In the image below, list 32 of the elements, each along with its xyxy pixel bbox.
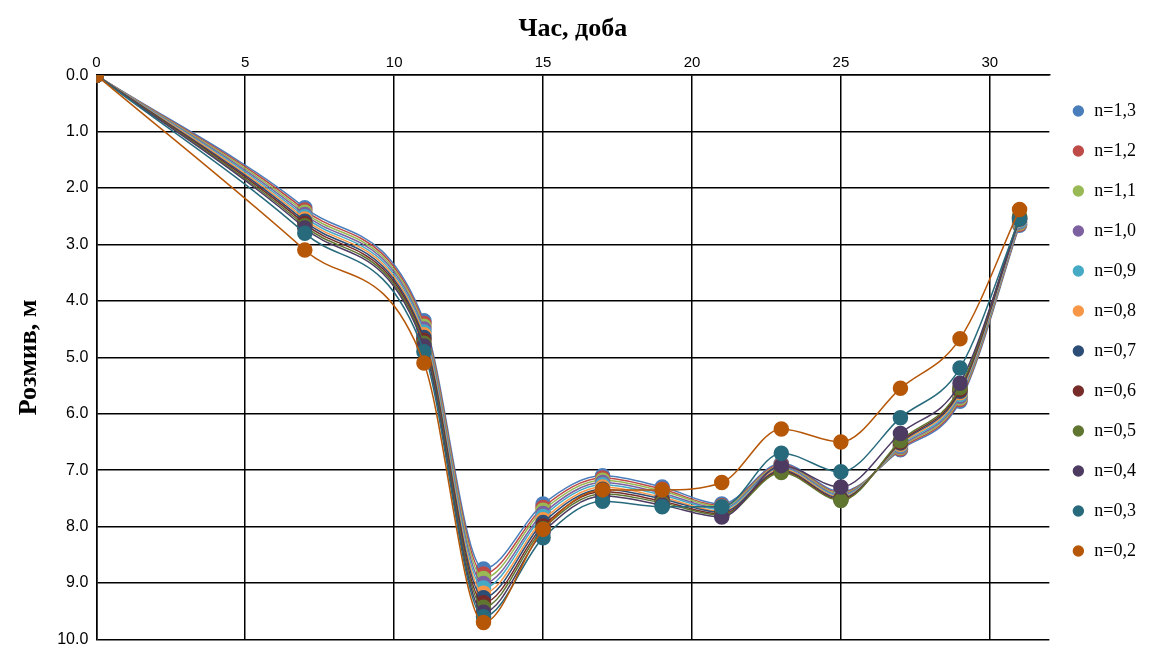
legend-label: n=0,6 xyxy=(1094,379,1136,400)
legend-label: n=0,2 xyxy=(1094,539,1136,560)
y-tick-label: 10.0 xyxy=(57,629,89,647)
y-axis-title: Розмив, м xyxy=(13,299,43,416)
x-tick-label: 0 xyxy=(92,53,101,71)
x-axis-title: Час, доба xyxy=(518,13,628,43)
y-tick-label: 2.0 xyxy=(66,178,89,196)
x-tick-label: 15 xyxy=(534,53,552,71)
y-tick-label: 5.0 xyxy=(66,347,89,365)
x-tick-label: 25 xyxy=(832,53,850,71)
y-tick-label: 3.0 xyxy=(66,234,89,252)
y-tick-label: 6.0 xyxy=(66,404,89,422)
legend-label: n=1,0 xyxy=(1094,219,1136,240)
legend-label: n=1,2 xyxy=(1094,139,1136,160)
y-tick-label: 1.0 xyxy=(66,122,89,140)
legend-label: n=1,3 xyxy=(1094,99,1136,120)
y-tick-label: 9.0 xyxy=(66,573,89,591)
x-tick-label: 10 xyxy=(385,53,403,71)
legend-label: n=1,1 xyxy=(1094,179,1136,200)
x-tick-label: 30 xyxy=(981,53,999,71)
legend-label: n=0,3 xyxy=(1094,499,1136,520)
legend-label: n=0,5 xyxy=(1094,419,1136,440)
x-tick-label: 20 xyxy=(683,53,701,71)
y-tick-label: 8.0 xyxy=(66,516,89,534)
legend-label: n=0,8 xyxy=(1094,299,1136,320)
y-tick-label: 4.0 xyxy=(66,291,89,309)
legend-label: n=0,7 xyxy=(1094,339,1136,360)
x-tick-label: 5 xyxy=(241,53,250,71)
y-tick-label: 0.0 xyxy=(66,65,89,83)
legend-label: n=0,9 xyxy=(1094,259,1136,280)
y-tick-label: 7.0 xyxy=(66,460,89,478)
legend-label: n=0,4 xyxy=(1094,459,1136,480)
